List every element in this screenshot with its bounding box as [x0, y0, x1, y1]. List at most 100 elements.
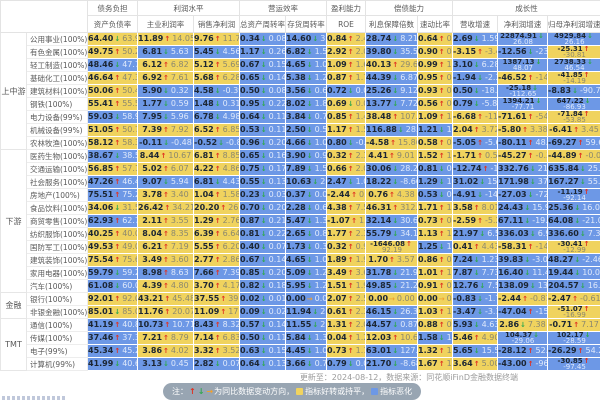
down-arrow-icon: ↓ — [260, 178, 267, 186]
down-arrow-icon: ↓ — [574, 217, 581, 225]
metric-cell: 59.79↓59.24 — [87, 266, 138, 280]
flat-arrow-icon: → — [306, 295, 313, 303]
up-arrow-icon: ↑ — [214, 74, 221, 82]
down-arrow-icon: ↓ — [260, 217, 267, 225]
metric-cell: 0.95↑0.97 — [417, 71, 453, 85]
down-arrow-icon: ↓ — [214, 178, 221, 186]
metric-cell: 12.03↑10.61 — [365, 331, 418, 345]
down-arrow-icon: ↓ — [473, 347, 480, 355]
up-arrow-icon: ↑ — [214, 243, 221, 251]
up-arrow-icon: ↑ — [405, 240, 412, 248]
up-arrow-icon: ↑ — [214, 152, 221, 160]
metric-cell: 0.88↑0.93 — [417, 318, 453, 332]
up-arrow-icon: ↑ — [438, 139, 445, 147]
down-arrow-icon: ↓ — [347, 360, 354, 368]
up-arrow-icon: ↑ — [347, 308, 354, 316]
down-arrow-icon: ↓ — [529, 165, 536, 173]
metric-cell: 7.89↓1.59 — [285, 162, 327, 176]
metric-cell: 3.32↑ 3.52 — [193, 344, 240, 358]
up-arrow-icon: ↑ — [347, 347, 354, 355]
up-arrow-icon: ↑ — [583, 188, 590, 196]
metric-cell: 1.71↑1.96 — [417, 201, 453, 215]
metric-cell: 0.90↑0.90 — [417, 45, 453, 59]
metric-cell: 62.93↑62.73 — [87, 214, 138, 228]
up-arrow-icon: ↑ — [163, 243, 169, 251]
legend-direction-text: 为同比数据变动方向， — [214, 387, 295, 396]
metric-cell: 21.97↓6.50 — [452, 227, 498, 241]
column-header: 总资产周转率 — [239, 15, 286, 33]
down-arrow-icon: ↓ — [260, 360, 267, 368]
metric-cell: 10.63↓2.92 — [285, 175, 327, 189]
metric-cell: 0.85↑1.40 — [326, 110, 366, 124]
sector-label: 汽车(100%) — [26, 279, 88, 293]
down-arrow-icon: ↓ — [260, 165, 267, 173]
legend-worse-text: 指标恶化 — [380, 387, 413, 396]
down-arrow-icon: ↓ — [214, 87, 221, 95]
down-arrow-icon: ↓ — [473, 61, 480, 69]
metric-cell: -3.47↓-3.15 — [452, 305, 498, 319]
down-arrow-icon: ↓ — [218, 139, 224, 147]
metric-cell: -5.05↑-5.67 — [452, 136, 498, 150]
up-arrow-icon: ↑ — [164, 295, 171, 303]
down-arrow-icon: ↓ — [306, 347, 313, 355]
metric-cell: 0.32↑0.92 — [326, 240, 366, 254]
metric-cell: -6.41↑ 3.45 — [546, 123, 600, 137]
down-arrow-icon: ↓ — [306, 230, 313, 238]
metric-cell: 48.46↓47.74 — [87, 58, 138, 72]
metric-cell: 0.64↓ 0.13 — [239, 357, 286, 371]
metric-cell: 1.32↑1.34 — [417, 344, 453, 358]
metric-cell: -41.85↑ -14.19 — [546, 71, 600, 85]
down-arrow-icon: ↓ — [260, 295, 267, 303]
metric-cell: 3.49↑3.66 — [326, 266, 366, 280]
down-arrow-icon: ↓ — [312, 308, 319, 316]
down-arrow-icon: ↓ — [392, 347, 399, 355]
metric-cell: 37.46↑37.39 — [87, 331, 138, 345]
up-arrow-icon: ↑ — [163, 256, 169, 264]
metric-cell: 7.14↑ 6.83 — [193, 331, 240, 345]
up-arrow-icon: ↑ — [163, 191, 169, 199]
metric-cell: 7.95↓ 5.96 — [137, 110, 194, 124]
metric-cell: 75.54↑75.61 — [87, 253, 138, 267]
metric-cell: 7.87↓7.73 — [452, 266, 498, 280]
up-arrow-icon: ↑ — [438, 347, 445, 355]
metric-cell: 64.08↓-21.08 — [546, 214, 600, 228]
metric-cell: -80.11↑48.72 — [497, 136, 548, 150]
up-arrow-icon: ↑ — [438, 269, 445, 277]
metric-cell: 85.01↓85.06 — [87, 305, 138, 319]
metric-cell: 336.03↓6.93 — [497, 227, 548, 241]
down-arrow-icon: ↓ — [260, 243, 267, 251]
up-arrow-icon: ↑ — [114, 165, 121, 173]
up-arrow-icon: ↑ — [214, 269, 221, 277]
metric-cell: 48.27↓-2.46 — [546, 253, 600, 267]
down-arrow-icon: ↓ — [312, 321, 319, 329]
metric-cell: -25.31↑ -30.81 — [546, 45, 600, 59]
up-arrow-icon: ↑ — [392, 204, 399, 212]
metric-cell: 45.34↑45.28 — [87, 344, 138, 358]
metric-cell: 104.37↓ -29.06 — [497, 331, 548, 345]
metric-cell: 8.04↑ 8.35 — [137, 227, 194, 241]
down-arrow-icon: ↓ — [306, 165, 313, 173]
down-arrow-icon: ↓ — [260, 74, 267, 82]
up-arrow-icon: ↑ — [163, 334, 169, 342]
metric-cell: 3.90↓0.99 — [285, 149, 327, 163]
down-arrow-icon: ↓ — [392, 178, 399, 186]
metric-cell: 5.93↓4.63 — [452, 318, 498, 332]
column-header: 速动比率 — [417, 15, 453, 33]
down-arrow-icon: ↓ — [306, 126, 313, 134]
metric-cell: 55.41↑55.56 — [87, 97, 138, 111]
down-arrow-icon: ↓ — [306, 139, 313, 147]
up-arrow-icon: ↑ — [392, 61, 399, 69]
down-arrow-icon: ↓ — [260, 191, 267, 199]
down-arrow-icon: ↓ — [524, 204, 531, 212]
down-arrow-icon: ↓ — [535, 58, 542, 66]
down-arrow-icon: ↓ — [260, 347, 267, 355]
down-arrow-icon: ↓ — [163, 178, 169, 186]
metric-cell: 1.25↓1.24 — [417, 240, 453, 254]
metric-cell: 11.76↑ 20.07 — [137, 305, 194, 319]
up-arrow-icon: ↑ — [114, 87, 121, 95]
up-arrow-icon: ↑ — [438, 256, 445, 264]
down-arrow-icon: ↓ — [579, 282, 586, 290]
up-arrow-icon: ↑ — [114, 230, 121, 238]
metric-cell: 8.44↑ 10.67 — [137, 149, 194, 163]
metric-cell: -0.83↓-1.73 — [452, 292, 498, 306]
